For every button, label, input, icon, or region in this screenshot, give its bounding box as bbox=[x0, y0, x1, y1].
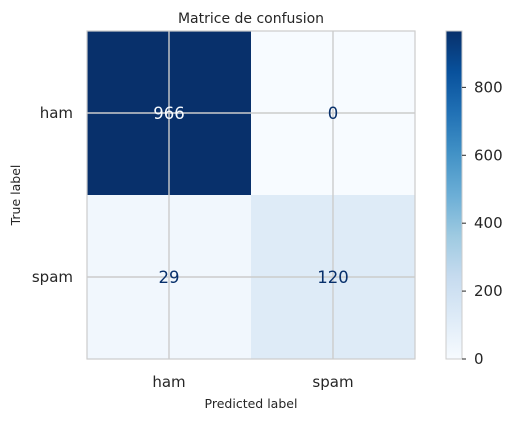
colorbar-tick-label: 600 bbox=[474, 146, 503, 164]
cell-value-label: 966 bbox=[153, 104, 185, 123]
y-tick-label: ham bbox=[40, 104, 73, 122]
y-tick-labels: ham spam bbox=[32, 104, 73, 286]
heatmap-cells bbox=[87, 31, 415, 359]
colorbar-tick-label: 0 bbox=[474, 350, 484, 368]
cell-value-label: 0 bbox=[328, 104, 339, 123]
colorbar-tick-label: 400 bbox=[474, 214, 503, 232]
chart-title: Matrice de confusion bbox=[178, 11, 324, 27]
cell-value-label: 120 bbox=[317, 268, 349, 287]
cell-value-labels: 966 0 29 120 bbox=[153, 104, 349, 287]
cell-value-label: 29 bbox=[159, 268, 180, 287]
plot-frame bbox=[86, 30, 416, 360]
y-tick-label: spam bbox=[32, 268, 73, 286]
colorbar-tick-label: 200 bbox=[474, 282, 503, 300]
y-axis-label: True label bbox=[8, 165, 23, 227]
x-tick-labels: ham spam bbox=[152, 373, 353, 391]
x-tick-label: spam bbox=[312, 373, 353, 391]
colorbar-tick-label: 800 bbox=[474, 78, 503, 96]
colorbar-ticks: 0 200 400 600 800 bbox=[462, 78, 503, 368]
colorbar bbox=[445, 30, 463, 360]
x-tick-label: ham bbox=[152, 373, 185, 391]
x-axis-label: Predicted label bbox=[205, 396, 298, 411]
gridlines bbox=[87, 31, 415, 359]
